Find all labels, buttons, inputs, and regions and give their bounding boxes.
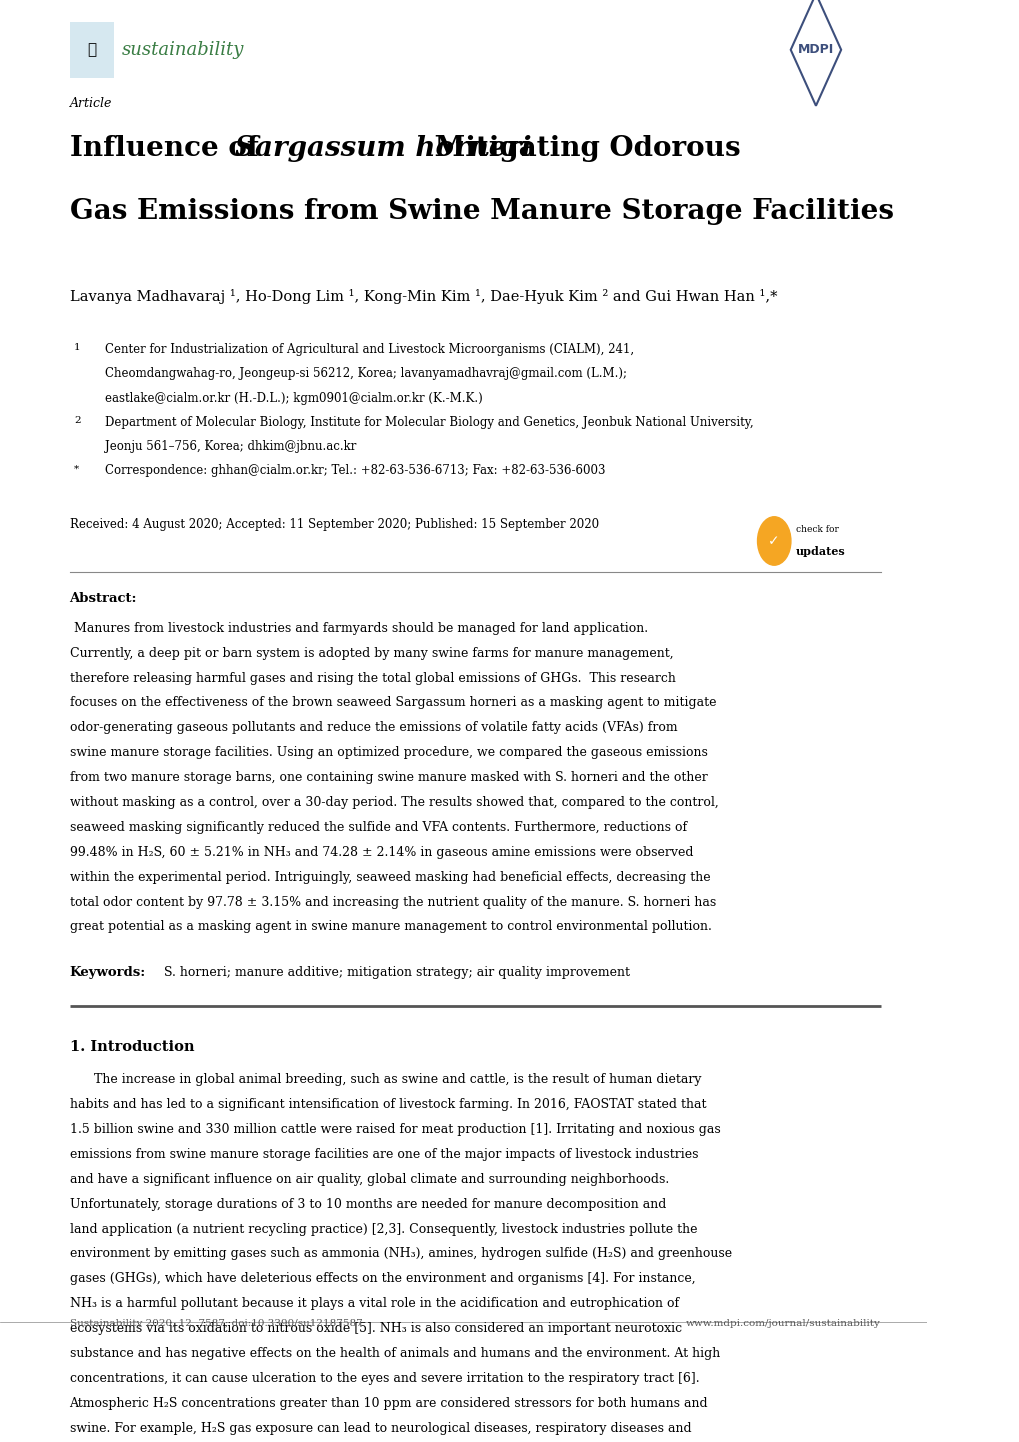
Text: eastlake@cialm.or.kr (H.-D.L.); kgm0901@cialm.or.kr (K.-M.K.): eastlake@cialm.or.kr (H.-D.L.); kgm0901@…	[105, 392, 482, 405]
Text: 99.48% in H₂S, 60 ± 5.21% in NH₃ and 74.28 ± 2.14% in gaseous amine emissions we: 99.48% in H₂S, 60 ± 5.21% in NH₃ and 74.…	[69, 846, 692, 859]
FancyBboxPatch shape	[69, 22, 114, 78]
Text: within the experimental period. Intriguingly, seaweed masking had beneficial eff: within the experimental period. Intrigui…	[69, 871, 709, 884]
Text: Department of Molecular Biology, Institute for Molecular Biology and Genetics, J: Department of Molecular Biology, Institu…	[105, 415, 753, 428]
Text: 1. Introduction: 1. Introduction	[69, 1040, 194, 1054]
Text: 1.5 billion swine and 330 million cattle were raised for meat production [1]. Ir: 1.5 billion swine and 330 million cattle…	[69, 1123, 719, 1136]
Text: Cheomdangwahag-ro, Jeongeup-si 56212, Korea; lavanyamadhavraj@gmail.com (L.M.);: Cheomdangwahag-ro, Jeongeup-si 56212, Ko…	[105, 368, 626, 381]
Text: focuses on the effectiveness of the brown seaweed Sargassum horneri as a masking: focuses on the effectiveness of the brow…	[69, 696, 715, 709]
Text: Jeonju 561–756, Korea; dhkim@jbnu.ac.kr: Jeonju 561–756, Korea; dhkim@jbnu.ac.kr	[105, 440, 356, 453]
Text: 1: 1	[74, 343, 81, 352]
Text: Unfortunately, storage durations of 3 to 10 months are needed for manure decompo: Unfortunately, storage durations of 3 to…	[69, 1198, 665, 1211]
Text: environment by emitting gases such as ammonia (NH₃), amines, hydrogen sulfide (H: environment by emitting gases such as am…	[69, 1247, 731, 1260]
Text: Mitigating Odorous: Mitigating Odorous	[424, 134, 740, 162]
Text: Currently, a deep pit or barn system is adopted by many swine farms for manure m: Currently, a deep pit or barn system is …	[69, 646, 673, 659]
Text: from two manure storage barns, one containing swine manure masked with S. horner: from two manure storage barns, one conta…	[69, 771, 706, 784]
Text: Gas Emissions from Swine Manure Storage Facilities: Gas Emissions from Swine Manure Storage …	[69, 198, 893, 225]
Text: without masking as a control, over a 30-day period. The results showed that, com: without masking as a control, over a 30-…	[69, 796, 717, 809]
Text: Correspondence: ghhan@cialm.or.kr; Tel.: +82-63-536-6713; Fax: +82-63-536-6003: Correspondence: ghhan@cialm.or.kr; Tel.:…	[105, 464, 604, 477]
Text: substance and has negative effects on the health of animals and humans and the e: substance and has negative effects on th…	[69, 1347, 719, 1360]
Text: seaweed masking significantly reduced the sulfide and VFA contents. Furthermore,: seaweed masking significantly reduced th…	[69, 820, 686, 833]
Text: Sustainability 2020, 12, 7587; doi:10.3390/su12187587: Sustainability 2020, 12, 7587; doi:10.33…	[69, 1319, 362, 1328]
Text: swine manure storage facilities. Using an optimized procedure, we compared the g: swine manure storage facilities. Using a…	[69, 746, 707, 758]
Text: NH₃ is a harmful pollutant because it plays a vital role in the acidification an: NH₃ is a harmful pollutant because it pl…	[69, 1298, 678, 1311]
Text: gases (GHGs), which have deleterious effects on the environment and organisms [4: gases (GHGs), which have deleterious eff…	[69, 1272, 695, 1285]
Text: ecosystems via its oxidation to nitrous oxide [5]. NH₃ is also considered an imp: ecosystems via its oxidation to nitrous …	[69, 1322, 681, 1335]
Text: land application (a nutrient recycling practice) [2,3]. Consequently, livestock : land application (a nutrient recycling p…	[69, 1223, 696, 1236]
Text: Sargassum horneri: Sargassum horneri	[234, 134, 531, 162]
Text: sustainability: sustainability	[121, 40, 244, 59]
Text: S. horneri; manure additive; mitigation strategy; air quality improvement: S. horneri; manure additive; mitigation …	[160, 966, 630, 979]
Text: MDPI: MDPI	[797, 43, 834, 56]
Text: www.mdpi.com/journal/sustainability: www.mdpi.com/journal/sustainability	[686, 1319, 880, 1328]
Text: check for: check for	[795, 525, 838, 534]
Text: Center for Industrialization of Agricultural and Livestock Microorganisms (CIALM: Center for Industrialization of Agricult…	[105, 343, 633, 356]
Text: The increase in global animal breeding, such as swine and cattle, is the result : The increase in global animal breeding, …	[69, 1073, 700, 1086]
Text: Abstract:: Abstract:	[69, 593, 137, 606]
Text: odor-generating gaseous pollutants and reduce the emissions of volatile fatty ac: odor-generating gaseous pollutants and r…	[69, 721, 677, 734]
Text: Atmospheric H₂S concentrations greater than 10 ppm are considered stressors for : Atmospheric H₂S concentrations greater t…	[69, 1397, 707, 1410]
Text: *: *	[74, 464, 79, 473]
Text: swine. For example, H₂S gas exposure can lead to neurological diseases, respirat: swine. For example, H₂S gas exposure can…	[69, 1422, 691, 1435]
Text: Manures from livestock industries and farmyards should be managed for land appli: Manures from livestock industries and fa…	[69, 622, 647, 634]
Text: Received: 4 August 2020; Accepted: 11 September 2020; Published: 15 September 20: Received: 4 August 2020; Accepted: 11 Se…	[69, 518, 598, 531]
Text: therefore releasing harmful gases and rising the total global emissions of GHGs.: therefore releasing harmful gases and ri…	[69, 672, 675, 685]
Text: great potential as a masking agent in swine manure management to control environ: great potential as a masking agent in sw…	[69, 920, 710, 933]
Text: and have a significant influence on air quality, global climate and surrounding : and have a significant influence on air …	[69, 1172, 668, 1185]
Text: concentrations, it can cause ulceration to the eyes and severe irritation to the: concentrations, it can cause ulceration …	[69, 1371, 698, 1384]
Text: habits and has led to a significant intensification of livestock farming. In 201: habits and has led to a significant inte…	[69, 1099, 705, 1112]
Text: Article: Article	[69, 97, 112, 110]
Text: 🌿: 🌿	[88, 42, 96, 58]
Circle shape	[757, 516, 790, 565]
Text: Lavanya Madhavaraj ¹, Ho-Dong Lim ¹, Kong-Min Kim ¹, Dae-Hyuk Kim ² and Gui Hwan: Lavanya Madhavaraj ¹, Ho-Dong Lim ¹, Kon…	[69, 290, 776, 304]
Text: Influence of: Influence of	[69, 134, 268, 162]
Text: ✓: ✓	[767, 534, 780, 548]
Text: updates: updates	[795, 547, 845, 558]
Text: total odor content by 97.78 ± 3.15% and increasing the nutrient quality of the m: total odor content by 97.78 ± 3.15% and …	[69, 895, 715, 908]
Text: 2: 2	[74, 415, 81, 425]
Text: emissions from swine manure storage facilities are one of the major impacts of l: emissions from swine manure storage faci…	[69, 1148, 697, 1161]
Text: Keywords:: Keywords:	[69, 966, 146, 979]
